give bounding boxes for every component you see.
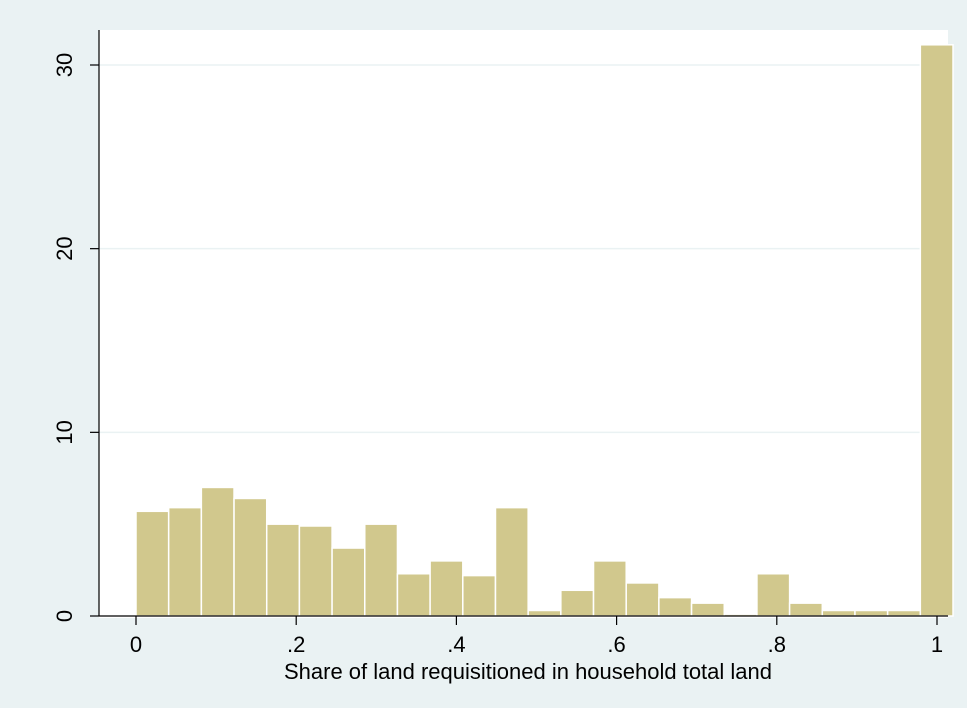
- y-tick-label-20: 20: [52, 236, 77, 260]
- bar-18: [690, 602, 726, 617]
- bar-10: [429, 560, 464, 617]
- x-tick-label-.6: .6: [607, 632, 625, 657]
- bar-13: [527, 609, 562, 617]
- bar-5: [265, 523, 301, 617]
- bar-17: [658, 596, 693, 617]
- bar-24: [886, 609, 922, 617]
- bar-9: [396, 573, 431, 617]
- x-tick-label-.8: .8: [768, 632, 786, 657]
- y-tick-label-30: 30: [52, 53, 77, 77]
- y-tick-label-0: 0: [52, 610, 77, 622]
- bar-11: [462, 574, 497, 617]
- bar-15: [592, 560, 627, 617]
- x-tick-label-1: 1: [931, 632, 943, 657]
- bars: [135, 44, 954, 617]
- bar-8: [364, 523, 399, 617]
- bar-4: [233, 497, 268, 617]
- bar-20: [756, 573, 791, 617]
- bar-14: [560, 589, 595, 617]
- axes: [90, 30, 948, 625]
- bar-21: [788, 602, 824, 617]
- bar-12: [494, 506, 529, 617]
- grid-lines: [99, 64, 948, 434]
- bar-1: [135, 510, 170, 617]
- bar-25: [919, 44, 954, 617]
- x-tick-label-.2: .2: [287, 632, 305, 657]
- x-tick-label-.4: .4: [447, 632, 465, 657]
- bar-7: [331, 547, 366, 617]
- bar-6: [298, 525, 333, 617]
- x-axis-title: Share of land requisitioned in household…: [284, 659, 772, 684]
- x-tick-label-0: 0: [130, 632, 142, 657]
- bar-16: [625, 582, 660, 617]
- bar-2: [167, 506, 203, 617]
- tick-labels: 0 10 20 30 0 .2 .4 .6 .8 1: [52, 53, 943, 657]
- bar-22: [821, 609, 856, 617]
- bar-23: [854, 609, 889, 617]
- bar-3: [200, 486, 235, 617]
- y-tick-label-10: 10: [52, 420, 77, 444]
